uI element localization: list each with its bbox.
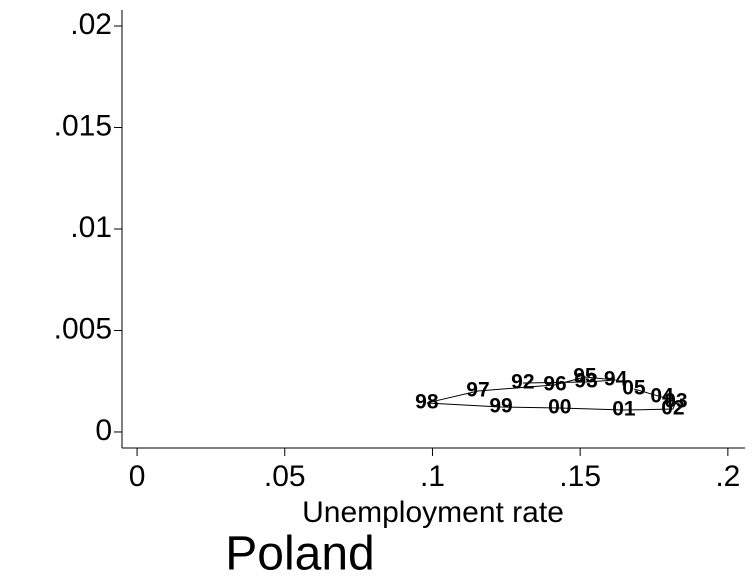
x-tick-label: 0: [129, 460, 146, 493]
x-tick-label: .1: [420, 460, 445, 493]
chart-title: Poland: [225, 528, 374, 581]
point-label: 96: [543, 372, 566, 395]
point-label: 05: [622, 376, 646, 399]
y-tick-label: 0: [95, 414, 112, 447]
point-label: 02: [661, 397, 684, 420]
point-label: 95: [573, 365, 597, 388]
x-axis-title: Unemployment rate: [302, 496, 564, 529]
y-tick-label: .01: [70, 211, 112, 244]
point-label: 93: [574, 370, 597, 393]
y-tick-label: .015: [54, 109, 112, 142]
point-label: 98: [415, 390, 439, 413]
x-tick-label: .05: [264, 460, 306, 493]
point-label: 04: [650, 385, 674, 408]
x-tick-label: .2: [715, 460, 740, 493]
point-label: 01: [612, 398, 636, 421]
point-label: 92: [511, 371, 534, 394]
point-label: 97: [466, 379, 489, 402]
y-tick-label: .02: [70, 8, 112, 41]
point-label: 03: [664, 389, 687, 412]
line: [426, 376, 677, 411]
point-label: 00: [548, 396, 571, 419]
y-tick-label: .005: [54, 312, 112, 345]
point-label: 99: [489, 395, 512, 418]
x-tick-label: .15: [559, 460, 601, 493]
point-label: 94: [604, 368, 628, 391]
